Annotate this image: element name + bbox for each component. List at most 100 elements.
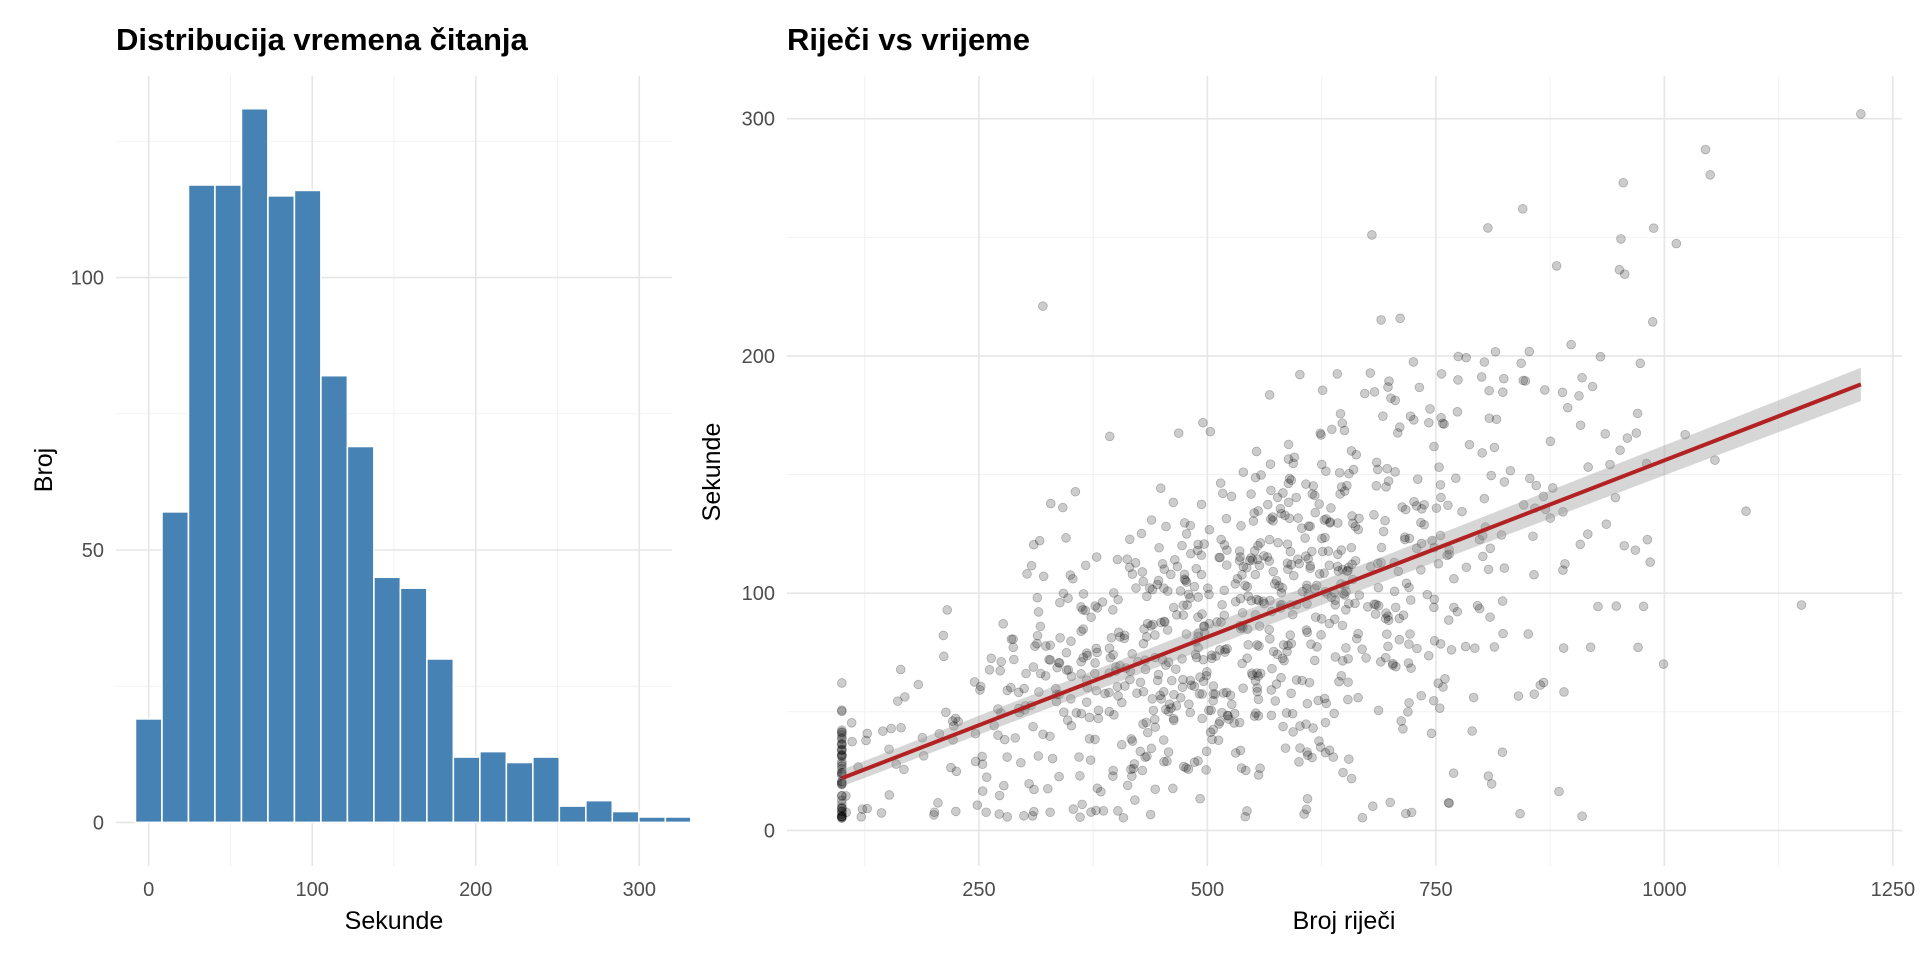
scatter-point <box>1575 420 1586 431</box>
scatter-point <box>1158 687 1169 697</box>
scatter-chart: 250 500 750 1000 1250 0 100 200 300 Broj riječi Se… <box>698 76 1915 935</box>
scatter-point <box>1264 556 1275 566</box>
scatter-point <box>1197 713 1207 724</box>
scatter-point <box>1203 583 1213 593</box>
scatter-point <box>1268 515 1278 526</box>
scatter-point <box>1215 478 1226 488</box>
scatter-point <box>837 739 847 750</box>
scatter-point <box>1153 575 1164 586</box>
scatter-point <box>1206 650 1217 661</box>
scatter-point <box>1351 449 1362 460</box>
scatter-point <box>1104 643 1115 653</box>
scatter-point <box>1406 807 1417 818</box>
scatter-point <box>1411 501 1422 511</box>
scatter-point <box>1400 534 1410 545</box>
scatter-point <box>1205 727 1216 737</box>
scatter-point <box>1383 611 1393 622</box>
scatter-point <box>1680 429 1690 440</box>
scatter-point <box>1353 692 1363 703</box>
scatter-point <box>1092 603 1103 613</box>
scatter-point <box>1074 752 1084 762</box>
scatter-point <box>1028 662 1039 672</box>
scatter-point <box>1529 689 1540 699</box>
scatter-point <box>1332 561 1343 572</box>
scatter-point <box>1158 735 1169 745</box>
scatter-point <box>1505 465 1516 476</box>
scatter-point <box>1210 689 1221 699</box>
scatter-point <box>1033 751 1044 761</box>
scatter-point <box>1309 490 1320 501</box>
scatter-point <box>1084 712 1095 723</box>
scatter-point <box>837 727 847 737</box>
scatter-point <box>1411 543 1422 554</box>
scatter-point <box>837 730 847 740</box>
scatter-point <box>1202 667 1212 677</box>
scatter-point <box>1344 468 1354 479</box>
scatter-point <box>1333 518 1343 528</box>
scatter-point <box>837 764 847 774</box>
scatter-point <box>941 707 951 718</box>
scatter-point <box>1173 428 1184 438</box>
scatter-point <box>1166 569 1176 580</box>
histogram-bars <box>134 107 690 824</box>
scatter-point <box>896 722 906 733</box>
scatter-point <box>1240 811 1251 822</box>
scatter-point <box>1353 524 1364 535</box>
scatter-point <box>1498 373 1509 384</box>
scatter-point <box>861 735 871 746</box>
scatter-point <box>1247 555 1258 565</box>
scatter-point <box>1066 693 1076 704</box>
scatter-point <box>1371 599 1381 610</box>
scatter-point <box>1558 565 1568 575</box>
scatter-point <box>1277 583 1288 593</box>
scatter-point <box>1253 694 1264 705</box>
scatter-point <box>1311 580 1322 591</box>
scatter-point <box>1085 755 1096 765</box>
scatter-point <box>1237 658 1247 669</box>
scatter-point <box>1346 446 1357 456</box>
y-axis-title: Sekunde <box>698 423 726 522</box>
scatter-point <box>1369 387 1380 397</box>
scatter-point <box>1429 636 1440 646</box>
scatter-point <box>1314 569 1325 579</box>
scatter-point <box>1062 715 1073 726</box>
scatter-point <box>1440 673 1450 684</box>
scatter-point <box>1150 630 1160 640</box>
scatter-point <box>1219 610 1230 621</box>
scatter-point <box>1394 613 1405 624</box>
scatter-point <box>1317 385 1328 396</box>
scatter-point <box>1383 476 1394 486</box>
scatter-point <box>1175 586 1186 596</box>
scatter-point <box>1169 689 1179 700</box>
scatter-point <box>1397 502 1408 512</box>
scatter-point <box>1452 606 1463 617</box>
scatter-point <box>1076 626 1086 637</box>
scatter-point <box>1367 801 1378 812</box>
scatter-point <box>1232 573 1243 584</box>
scatter-point <box>1317 533 1327 544</box>
scatter-point <box>1325 517 1336 527</box>
confidence-band <box>841 367 1861 787</box>
scatter-point <box>1483 771 1494 781</box>
histogram-bar <box>187 184 216 824</box>
scatter-point <box>1337 620 1348 631</box>
scatter-point <box>1096 786 1106 797</box>
scatter-point <box>1022 569 1032 579</box>
scatter-point <box>1344 598 1354 609</box>
y-tick-label: 100 <box>71 268 104 290</box>
scatter-point <box>1066 671 1077 682</box>
scatter-point <box>1414 382 1425 393</box>
y-axis-title: Broj <box>30 448 58 492</box>
scatter-point <box>1241 562 1252 573</box>
scatter-point <box>1208 695 1218 706</box>
scatter-point <box>1278 721 1288 732</box>
scatter-point <box>1360 388 1370 399</box>
scatter-point <box>1429 594 1440 605</box>
scatter-point <box>1558 643 1569 653</box>
scatter-point <box>1063 593 1073 603</box>
scatter-point <box>1384 376 1394 386</box>
scatter-point <box>1446 645 1457 655</box>
scatter-point <box>1338 767 1348 778</box>
scatter-point <box>1196 569 1207 580</box>
scatter-point <box>1113 806 1123 816</box>
